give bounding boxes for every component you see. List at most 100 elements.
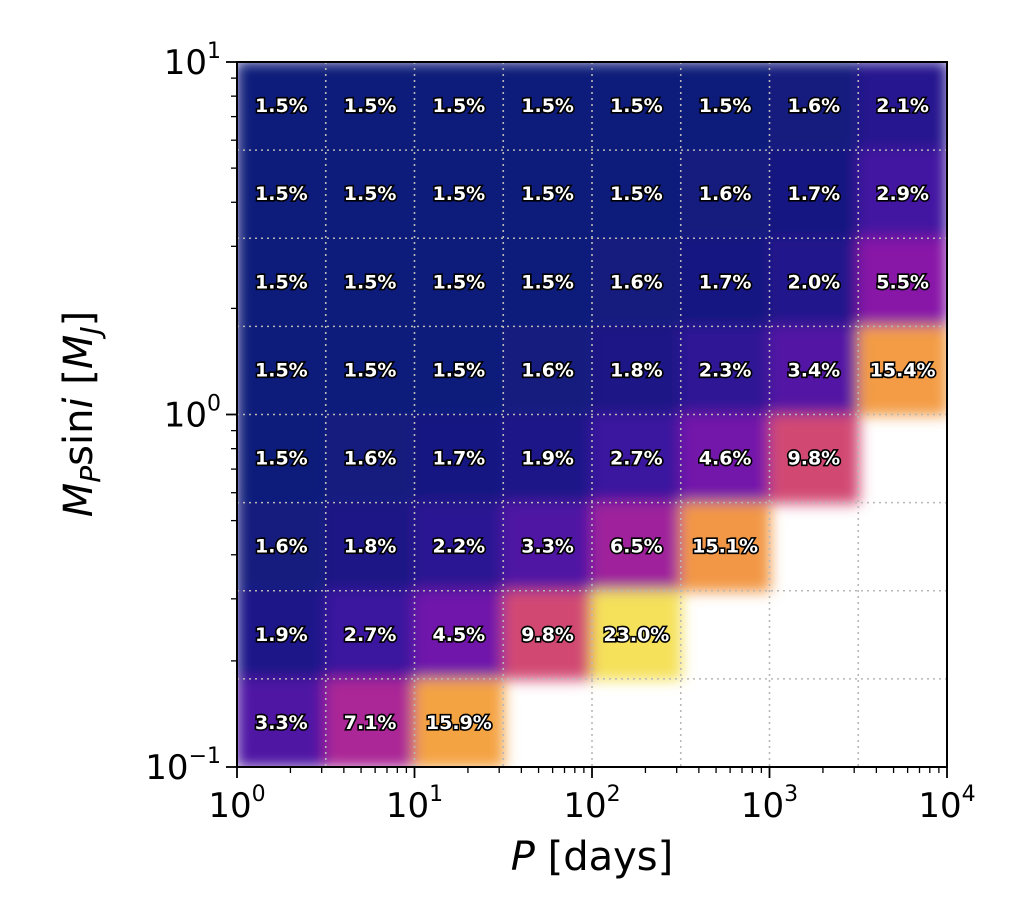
cell-value-label: 1.6% (699, 183, 752, 205)
cell-value-label: 4.6% (699, 448, 752, 470)
heatmap-cell (502, 325, 593, 416)
cell-value-label: 3.4% (788, 359, 841, 381)
cell-value-label: 1.5% (521, 183, 574, 205)
heatmap-cell (413, 237, 505, 328)
x-tick-label: 102 (563, 782, 620, 826)
heatmap-cell (591, 501, 682, 592)
cell-value-label: 1.5% (521, 95, 574, 117)
x-tick-label: 104 (918, 782, 975, 826)
cell-value-label: 6.5% (610, 536, 663, 558)
heatmap-cell (591, 325, 682, 416)
heatmap-cell (857, 237, 947, 328)
cell-value-label: 1.5% (344, 95, 397, 117)
heatmap-cell (413, 677, 505, 767)
y-tick-label: 100 (164, 392, 221, 436)
heatmap-cell (679, 501, 771, 592)
heatmap-cell (237, 325, 327, 416)
cell-value-label: 2.3% (699, 359, 752, 381)
heatmap-cell (237, 413, 327, 504)
cell-value-label: 1.5% (433, 271, 486, 293)
grid-lines (237, 62, 947, 767)
heatmap-cell (591, 589, 682, 680)
heatmap-cell (768, 413, 860, 504)
heatmap-cell (502, 62, 593, 152)
heatmap-cell (591, 237, 682, 328)
heatmap-cell (502, 413, 593, 504)
cell-value-label: 1.5% (255, 359, 308, 381)
heatmap-cell (413, 62, 505, 152)
heatmap-cell (768, 62, 860, 152)
heatmap-cell (679, 237, 771, 328)
cell-value-label: 1.8% (610, 359, 663, 381)
heatmap-cell (768, 325, 860, 416)
heatmap-cell (324, 501, 416, 592)
cell-value-label: 1.6% (788, 95, 841, 117)
cell-value-label: 3.3% (521, 536, 574, 558)
y-tick-label: 101 (164, 39, 221, 83)
heatmap-cell (324, 237, 416, 328)
heatmap-cell (413, 413, 505, 504)
cell-value-label: 15.1% (692, 536, 758, 558)
cell-value-label: 1.9% (255, 624, 308, 646)
cell-value-label: 2.1% (876, 95, 929, 117)
heatmap-cell (237, 62, 327, 152)
cell-value-label: 1.5% (255, 448, 308, 470)
heatmap-cell (324, 589, 416, 680)
cell-value-label: 1.5% (610, 183, 663, 205)
x-tick-label: 103 (741, 782, 798, 826)
cell-value-label: 1.5% (699, 95, 752, 117)
cell-value-label: 1.7% (788, 183, 841, 205)
x-tick-label: 100 (208, 782, 265, 826)
heatmap-cell (768, 237, 860, 328)
heatmap-cell (679, 62, 771, 152)
heatmap-cell (591, 413, 682, 504)
cell-value-label: 9.8% (788, 448, 841, 470)
heatmap-cell (857, 149, 947, 240)
cell-value-label: 9.8% (521, 624, 574, 646)
heatmap-cell (413, 325, 505, 416)
heatmap-field (237, 62, 947, 767)
cell-value-label: 1.9% (521, 448, 574, 470)
heatmap-cell (768, 149, 860, 240)
heatmap-cell (413, 149, 505, 240)
cell-value-label: 2.9% (876, 183, 929, 205)
cell-value-label: 2.7% (610, 448, 663, 470)
cell-value-label: 1.5% (344, 183, 397, 205)
plot-area: 1.5% 1.5% 1.5% 1.5% 1.5% 1.5% 1.6% 2.1% 1.5% 1.5%… (236, 61, 948, 768)
cell-value-label: 4.5% (433, 624, 486, 646)
heatmap-cell (857, 325, 947, 416)
cell-value-label: 1.7% (433, 448, 486, 470)
heatmap-cell (324, 325, 416, 416)
cell-value-label: 1.6% (610, 271, 663, 293)
heatmap-cell (679, 413, 771, 504)
heatmap-cell (502, 149, 593, 240)
cell-value-label: 1.5% (344, 271, 397, 293)
heatmap-cell (237, 589, 327, 680)
cell-value-label: 1.6% (255, 536, 308, 558)
x-tick-label: 101 (386, 782, 443, 826)
cell-value-label: 3.3% (255, 712, 308, 734)
heatmap-cell (237, 149, 327, 240)
cell-value-label: 1.6% (521, 359, 574, 381)
heatmap-cell (324, 413, 416, 504)
cell-value-label: 1.5% (433, 183, 486, 205)
x-axis: 100 101 102 103 104 (208, 767, 976, 826)
cell-value-label: 15.9% (426, 712, 492, 734)
heatmap-cell (413, 501, 505, 592)
heatmap-cell (591, 62, 682, 152)
cell-value-label: 2.7% (344, 624, 397, 646)
cell-value-label: 1.6% (344, 448, 397, 470)
heatmap-cell (591, 149, 682, 240)
y-tick-label: 10−1 (145, 744, 221, 788)
heatmap-cell (502, 589, 593, 680)
heatmap-cell (237, 677, 327, 767)
cell-value-label: 1.5% (610, 95, 663, 117)
cell-labels: 1.5% 1.5% 1.5% 1.5% 1.5% 1.5% 1.6% 2.1% 1.5% 1.5%… (253, 93, 937, 735)
cell-value-label: 7.1% (344, 712, 397, 734)
heatmap-cell (324, 62, 416, 152)
heatmap-cell (413, 589, 505, 680)
cell-value-label: 1.5% (521, 271, 574, 293)
heatmap-cell (679, 325, 771, 416)
cell-value-label: 1.5% (255, 95, 308, 117)
cell-value-label: 23.0% (603, 624, 669, 646)
